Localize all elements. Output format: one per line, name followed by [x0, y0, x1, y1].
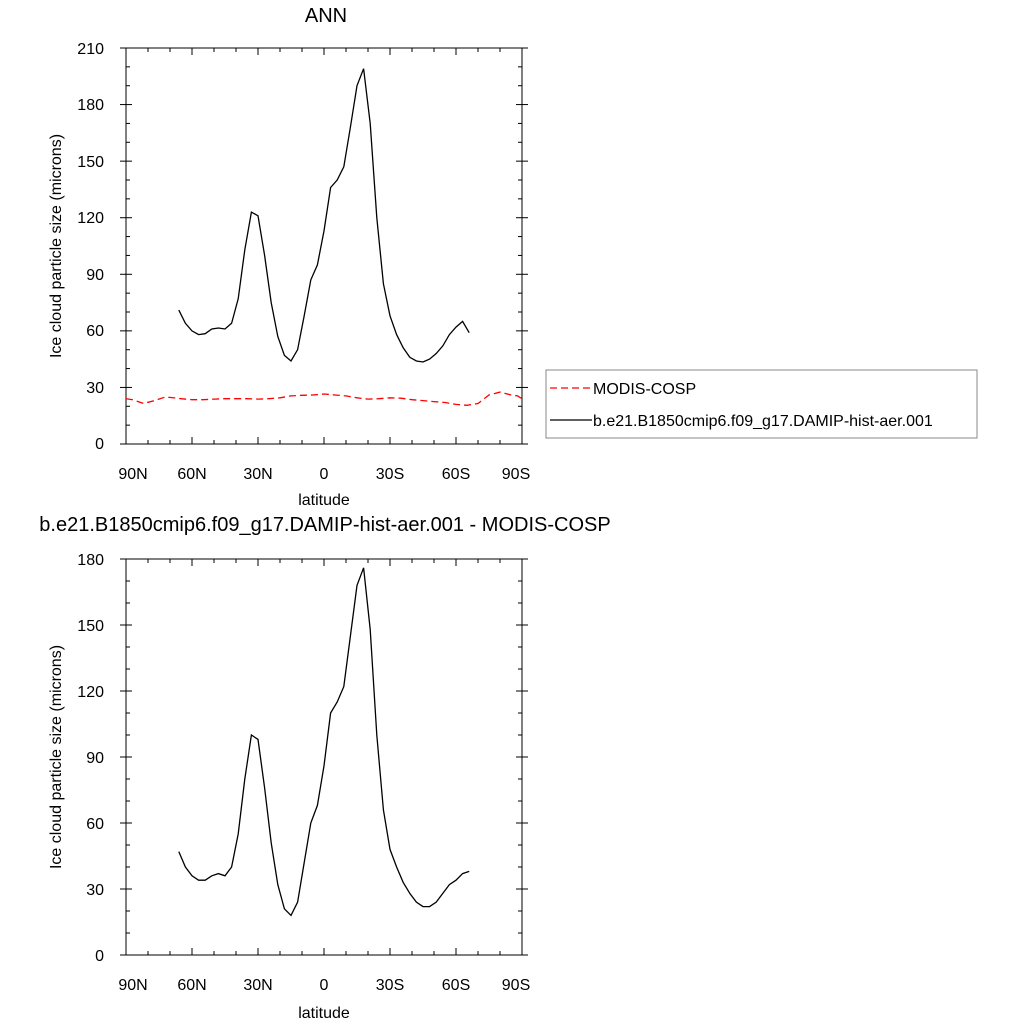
x-tick-label: 90S — [502, 977, 530, 994]
y-tick-label: 120 — [77, 684, 104, 701]
x-tick-label: 30S — [376, 466, 404, 483]
x-tick-label: 0 — [320, 977, 329, 994]
y-tick-label: 150 — [77, 618, 104, 635]
x-axis-label: latitude — [298, 1005, 350, 1022]
x-tick-label: 90N — [118, 466, 147, 483]
y-tick-label: 60 — [86, 816, 104, 833]
y-tick-label: 180 — [77, 552, 104, 569]
x-tick-label: 30S — [376, 977, 404, 994]
x-tick-label: 60N — [177, 977, 206, 994]
panel-annual: ANN 90N 60N 30N 0 30S 60S 90S 0 30 60 90… — [48, 5, 978, 509]
ticks — [120, 558, 528, 956]
panel-difference: b.e21.B1850cmip6.f09_g17.DAMIP-hist-aer.… — [39, 514, 610, 1022]
y-tick-label: 90 — [86, 267, 104, 284]
y-tick-label: 0 — [95, 948, 104, 965]
y-axis-label: Ice cloud particle size (microns) — [48, 645, 65, 869]
y-tick-label: 150 — [77, 154, 104, 171]
plot-frame — [125, 558, 523, 956]
legend-label-model: b.e21.B1850cmip6.f09_g17.DAMIP-hist-aer.… — [593, 413, 933, 430]
y-tick-label: 210 — [77, 41, 104, 58]
y-tick-label: 30 — [86, 882, 104, 899]
y-tick-label: 0 — [95, 436, 104, 453]
y-tick-label: 30 — [86, 380, 104, 397]
legend-box — [545, 369, 978, 439]
y-axis-label: Ice cloud particle size (microns) — [48, 134, 65, 358]
x-tick-label: 60N — [177, 466, 206, 483]
x-tick-label: 60S — [442, 466, 470, 483]
y-tick-label: 90 — [86, 750, 104, 767]
ticks — [120, 47, 528, 445]
y-tick-label: 180 — [77, 97, 104, 114]
plot-frame — [125, 47, 523, 445]
x-tick-label: 30N — [243, 466, 272, 483]
x-tick-label: 0 — [320, 466, 329, 483]
series-line-difference — [178, 567, 470, 917]
series-line-model — [178, 68, 470, 363]
series-line-modis-cosp — [126, 391, 522, 406]
legend: MODIS-COSP b.e21.B1850cmip6.f09_g17.DAMI… — [545, 369, 978, 439]
chart-title: b.e21.B1850cmip6.f09_g17.DAMIP-hist-aer.… — [39, 514, 610, 536]
legend-label-modis-cosp: MODIS-COSP — [593, 381, 696, 398]
x-tick-label: 30N — [243, 977, 272, 994]
chart-title: ANN — [305, 5, 347, 27]
x-tick-label: 90S — [502, 466, 530, 483]
y-tick-label: 60 — [86, 323, 104, 340]
x-tick-label: 90N — [118, 977, 147, 994]
x-axis-label: latitude — [298, 492, 350, 509]
y-tick-label: 120 — [77, 210, 104, 227]
x-tick-label: 60S — [442, 977, 470, 994]
